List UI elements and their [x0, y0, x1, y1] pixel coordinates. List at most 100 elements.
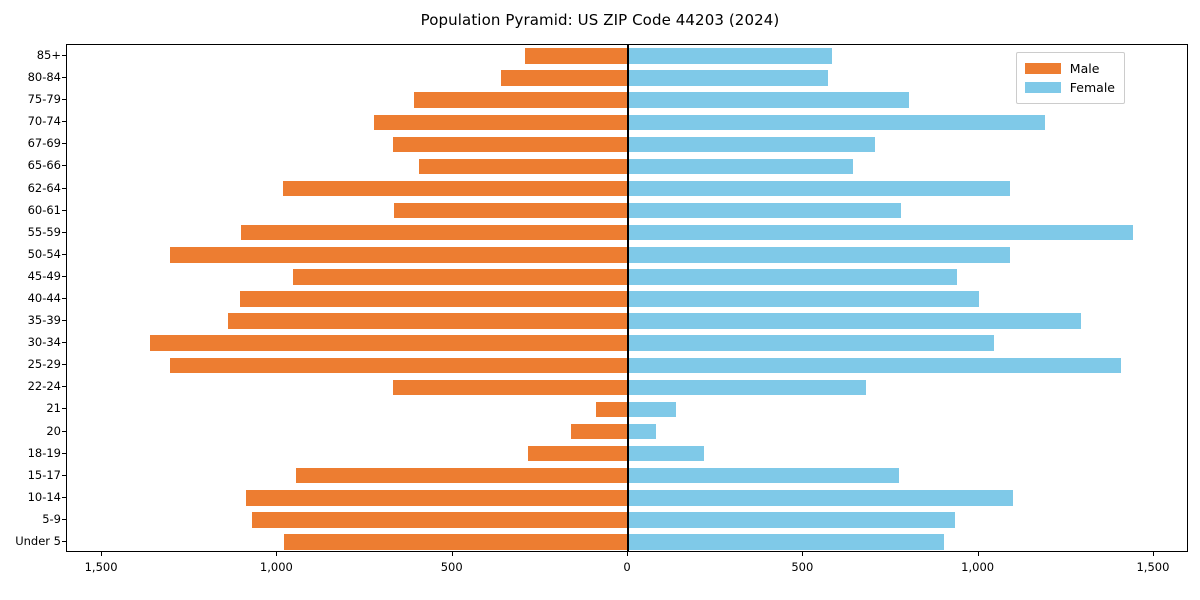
y-axis-tick	[62, 209, 66, 211]
x-axis-tick	[451, 552, 453, 556]
bar-female	[628, 445, 705, 462]
y-axis-tick-label: 67-69	[27, 136, 61, 151]
bar-group	[67, 313, 1187, 329]
bar-group	[67, 512, 1187, 528]
y-axis-tick	[62, 364, 66, 366]
bar-female	[628, 269, 957, 285]
bar-male	[282, 180, 628, 197]
bar-female	[628, 534, 944, 550]
y-axis-tick-label: 15-17	[27, 467, 61, 482]
bar-group	[67, 180, 1187, 197]
bar-female	[628, 313, 1082, 329]
x-axis-tick-label: 500	[791, 560, 814, 574]
y-axis-tick-label: 30-34	[27, 335, 61, 350]
y-axis-tick-label: 55-59	[27, 224, 61, 239]
bar-group	[67, 490, 1187, 506]
legend-label: Female	[1069, 80, 1115, 95]
y-axis-tick-label: 5-9	[42, 511, 61, 526]
bar-male	[228, 313, 628, 329]
legend-item-male[interactable]: Male	[1024, 59, 1115, 78]
bar-male	[240, 225, 628, 241]
y-axis-tick	[62, 342, 66, 344]
bar-male	[245, 490, 628, 506]
bar-female	[628, 512, 956, 528]
bar-female	[628, 401, 677, 418]
y-axis-tick-label: 70-74	[27, 114, 61, 129]
bar-female	[628, 136, 875, 153]
x-axis-tick-label: 500	[440, 560, 463, 574]
y-axis-labels: 85+ 80-84 75-79 70-74 67-69 65-66 62-64 60-61 55…	[0, 44, 1200, 552]
y-axis-tick-label: 25-29	[27, 357, 61, 372]
y-axis-tick	[62, 121, 66, 123]
bar-female	[628, 70, 828, 86]
legend-swatch-icon	[1024, 82, 1061, 93]
bar-male	[571, 423, 628, 440]
y-axis-tick	[62, 275, 66, 277]
bar-male	[293, 269, 628, 285]
bar-female	[628, 467, 900, 484]
y-axis-tick-label: 20	[46, 423, 61, 438]
y-axis-tick	[62, 165, 66, 167]
bar-group	[67, 92, 1187, 108]
bar-group	[67, 445, 1187, 462]
bar-female	[628, 225, 1133, 241]
x-axis-tick	[1152, 552, 1154, 556]
bar-female	[628, 247, 1011, 263]
y-axis-tick	[62, 77, 66, 79]
y-axis-tick-label: 80-84	[27, 70, 61, 85]
bar-female	[628, 158, 853, 175]
y-axis-tick-label: 40-44	[27, 291, 61, 305]
y-axis-tick	[62, 408, 66, 410]
bar-group	[67, 335, 1187, 351]
bar-male	[169, 247, 628, 263]
bar-male	[527, 445, 628, 462]
y-axis-tick	[62, 187, 66, 189]
x-axis-tick-label: 1,500	[84, 560, 118, 574]
bar-female	[628, 202, 902, 219]
y-axis-tick	[62, 430, 66, 432]
y-axis-tick-label: 62-64	[27, 180, 61, 195]
bar-female	[628, 357, 1122, 373]
bar-male	[169, 357, 628, 373]
y-axis-tick-label: Under 5	[15, 533, 61, 548]
bar-male	[374, 114, 628, 131]
y-axis-tick	[62, 496, 66, 498]
bar-group	[67, 114, 1187, 131]
x-axis-tick	[276, 552, 278, 556]
legend-item-female[interactable]: Female	[1024, 78, 1115, 97]
y-axis-tick-label: 60-61	[27, 202, 61, 217]
bar-male	[596, 401, 628, 418]
y-axis-tick	[62, 452, 66, 454]
y-axis-tick-label: 21	[46, 401, 61, 416]
bar-male	[418, 158, 628, 175]
y-axis-tick	[62, 231, 66, 233]
bar-female	[628, 379, 867, 396]
zero-axis-line	[627, 45, 629, 551]
bar-female	[628, 291, 980, 307]
y-axis-tick	[62, 540, 66, 542]
x-axis-tick-label: 0	[623, 560, 631, 574]
bar-group	[67, 291, 1187, 307]
y-axis-tick	[62, 320, 66, 322]
bar-group	[67, 401, 1187, 418]
chart-legend: Male Female	[1015, 52, 1125, 104]
bar-group	[67, 534, 1187, 550]
x-axis-tick-label: 1,000	[961, 560, 995, 574]
bar-female	[628, 92, 909, 108]
bar-group	[67, 247, 1187, 263]
y-axis-tick-label: 18-19	[27, 445, 61, 460]
y-axis-tick-label: 65-66	[27, 158, 61, 173]
x-axis-tick	[627, 552, 628, 556]
y-axis-tick-label: 10-14	[27, 489, 61, 504]
y-axis-tick-label: 45-49	[27, 268, 61, 283]
chart-title: Population Pyramid: US ZIP Code 44203 (2…	[420, 11, 780, 29]
bar-group	[67, 70, 1187, 86]
bar-female	[628, 114, 1045, 131]
x-axis-tick	[802, 552, 804, 556]
legend-label: Male	[1069, 61, 1100, 76]
x-axis-tick-label: 1,000	[259, 560, 293, 574]
y-axis-tick	[62, 386, 66, 388]
x-axis-tick-label: 1,500	[1136, 560, 1170, 574]
bars-layer	[67, 45, 1187, 551]
